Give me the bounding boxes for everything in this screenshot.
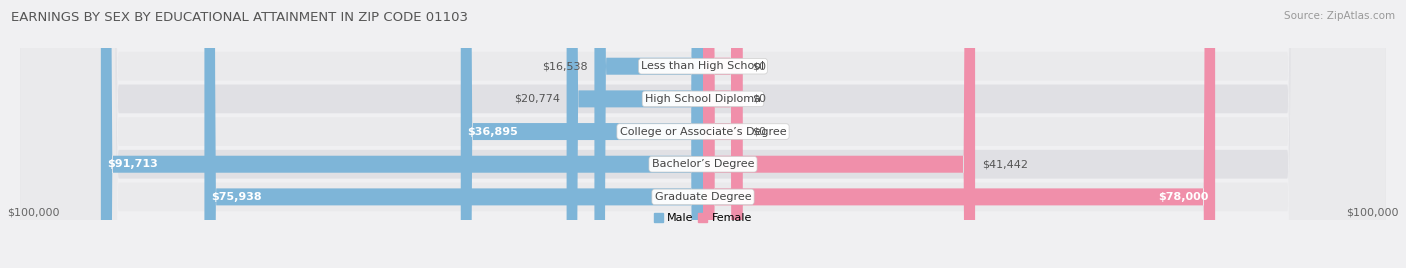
Text: $20,774: $20,774 — [515, 94, 560, 104]
FancyBboxPatch shape — [703, 0, 742, 268]
Text: $16,538: $16,538 — [543, 61, 588, 71]
FancyBboxPatch shape — [461, 0, 703, 268]
Text: High School Diploma: High School Diploma — [645, 94, 761, 104]
Legend: Male, Female: Male, Female — [650, 209, 756, 228]
FancyBboxPatch shape — [703, 0, 742, 268]
Text: $78,000: $78,000 — [1159, 192, 1209, 202]
FancyBboxPatch shape — [567, 0, 703, 268]
Text: $0: $0 — [752, 126, 766, 137]
Text: $91,713: $91,713 — [107, 159, 157, 169]
FancyBboxPatch shape — [20, 0, 1386, 268]
FancyBboxPatch shape — [20, 0, 1386, 268]
Text: $0: $0 — [752, 94, 766, 104]
Text: $0: $0 — [752, 61, 766, 71]
FancyBboxPatch shape — [204, 0, 703, 268]
FancyBboxPatch shape — [703, 0, 1215, 268]
FancyBboxPatch shape — [20, 0, 1386, 268]
FancyBboxPatch shape — [20, 0, 1386, 268]
FancyBboxPatch shape — [101, 0, 703, 268]
Text: $41,442: $41,442 — [981, 159, 1028, 169]
Text: Bachelor’s Degree: Bachelor’s Degree — [652, 159, 754, 169]
Text: Less than High School: Less than High School — [641, 61, 765, 71]
Text: $100,000: $100,000 — [7, 207, 59, 217]
Text: Graduate Degree: Graduate Degree — [655, 192, 751, 202]
Text: Source: ZipAtlas.com: Source: ZipAtlas.com — [1284, 11, 1395, 21]
Text: College or Associate’s Degree: College or Associate’s Degree — [620, 126, 786, 137]
FancyBboxPatch shape — [703, 0, 742, 268]
FancyBboxPatch shape — [595, 0, 703, 268]
FancyBboxPatch shape — [703, 0, 976, 268]
Text: $100,000: $100,000 — [1347, 207, 1399, 217]
Text: $36,895: $36,895 — [467, 126, 517, 137]
FancyBboxPatch shape — [20, 0, 1386, 268]
Text: $75,938: $75,938 — [211, 192, 262, 202]
Text: EARNINGS BY SEX BY EDUCATIONAL ATTAINMENT IN ZIP CODE 01103: EARNINGS BY SEX BY EDUCATIONAL ATTAINMEN… — [11, 11, 468, 24]
